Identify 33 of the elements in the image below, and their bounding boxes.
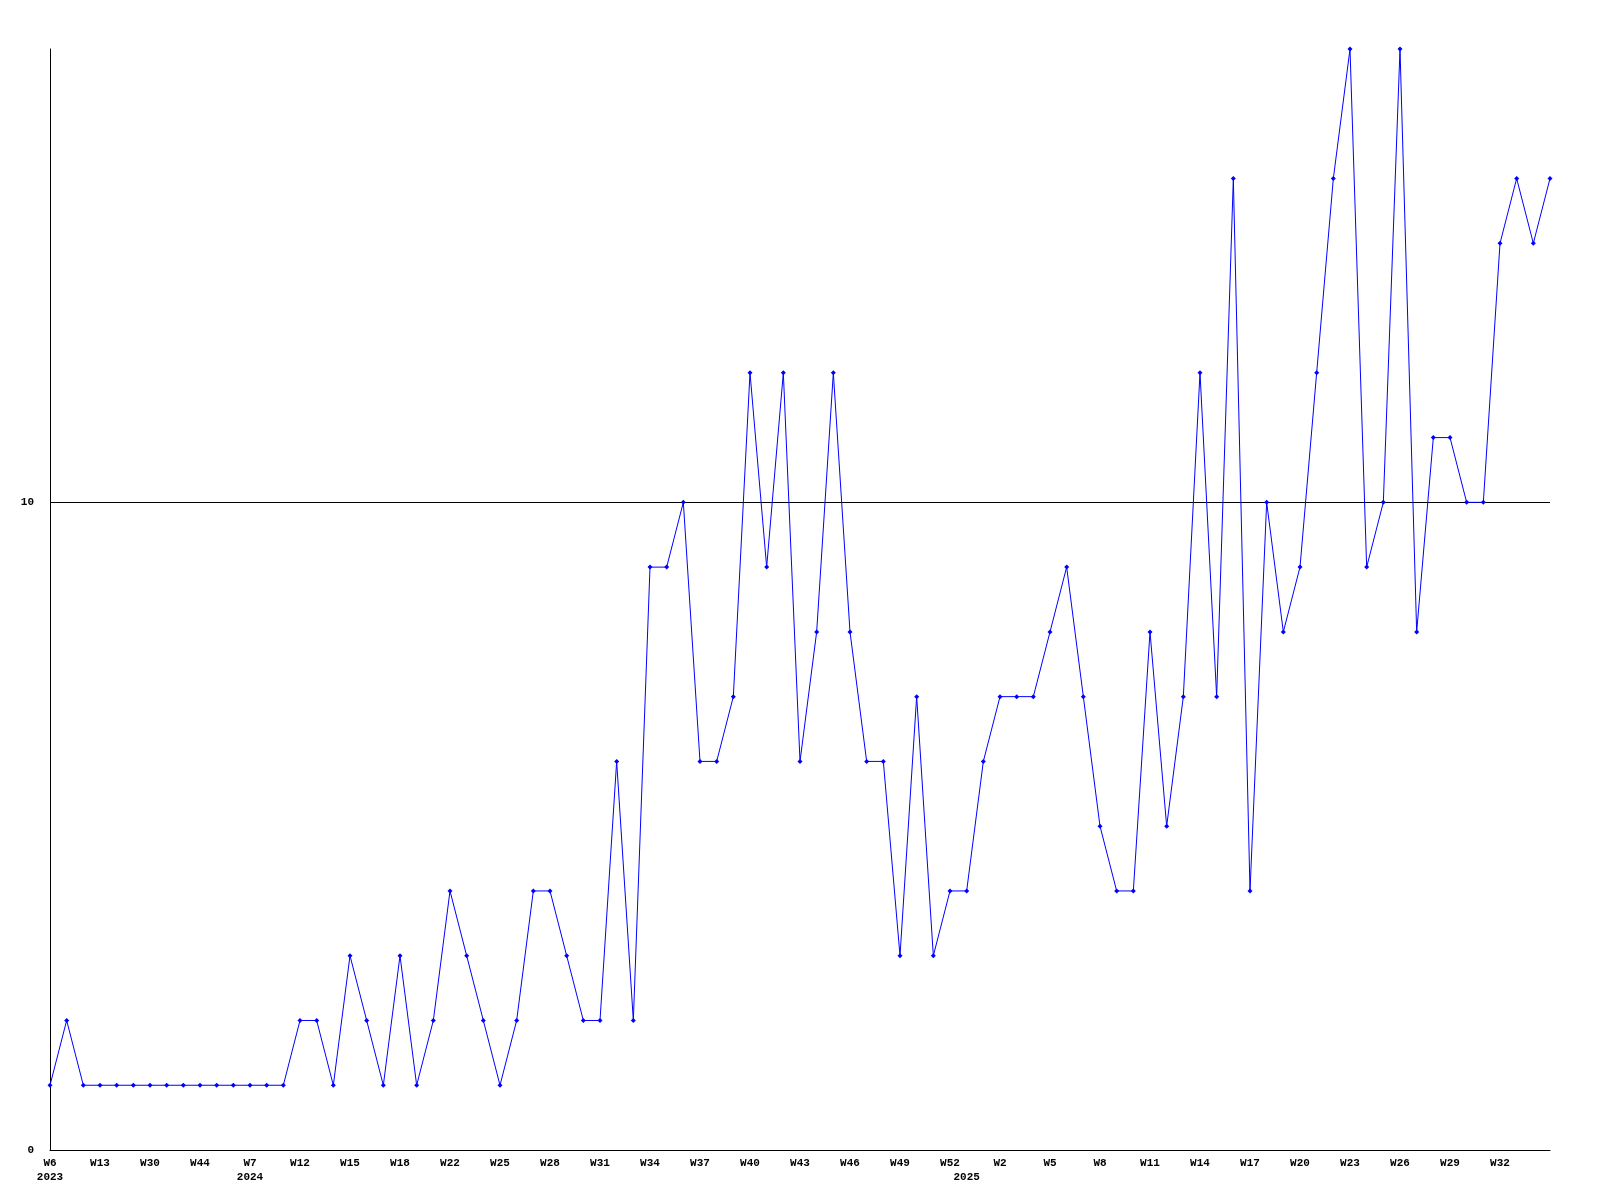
y-tick-label: 10 bbox=[20, 496, 34, 509]
x-tick-label: W15 bbox=[340, 1157, 361, 1169]
x-tick-label: W20 bbox=[1290, 1157, 1310, 1169]
x-tick-label: W32 bbox=[1490, 1157, 1510, 1169]
x-tick-label: W34 bbox=[640, 1157, 661, 1169]
x-tick-label: W2 bbox=[993, 1157, 1007, 1169]
y-tick-label: 0 bbox=[27, 1144, 34, 1156]
x-tick-label: 2025 bbox=[953, 1171, 981, 1183]
x-tick-label: W46 bbox=[840, 1157, 860, 1169]
x-tick-label: W29 bbox=[1440, 1157, 1460, 1169]
x-tick-label: W14 bbox=[1190, 1157, 1211, 1169]
x-tick-label: W18 bbox=[390, 1157, 411, 1169]
x-tick-label: W22 bbox=[440, 1157, 460, 1169]
x-tick-label: W26 bbox=[1390, 1157, 1410, 1169]
x-tick-label: W31 bbox=[590, 1157, 611, 1169]
x-tick-label: W6 2023 bbox=[36, 1157, 64, 1183]
x-tick-label: W49 bbox=[890, 1157, 910, 1169]
x-tick-label: W5 bbox=[1043, 1157, 1057, 1169]
x-tick-label: W11 bbox=[1140, 1157, 1161, 1169]
x-tick-label: W23 bbox=[1340, 1157, 1361, 1169]
x-tick-label: W43 bbox=[790, 1157, 811, 1169]
x-tick-label: W30 bbox=[140, 1157, 160, 1169]
x-tick-label: W37 bbox=[690, 1157, 710, 1169]
x-tick-label: W13 bbox=[90, 1157, 111, 1169]
x-tick-label: W8 bbox=[1093, 1157, 1107, 1169]
x-tick-label: W12 bbox=[290, 1157, 310, 1169]
x-tick-label: W52 bbox=[940, 1157, 960, 1169]
x-tick-label: W40 bbox=[740, 1157, 760, 1169]
x-tick-label: W17 bbox=[1240, 1157, 1260, 1169]
x-tick-label: W44 bbox=[190, 1157, 211, 1169]
x-tick-label: W28 bbox=[540, 1157, 561, 1169]
x-tick-label: W7 2024 bbox=[236, 1157, 264, 1183]
x-tick-label: W25 bbox=[490, 1157, 511, 1169]
